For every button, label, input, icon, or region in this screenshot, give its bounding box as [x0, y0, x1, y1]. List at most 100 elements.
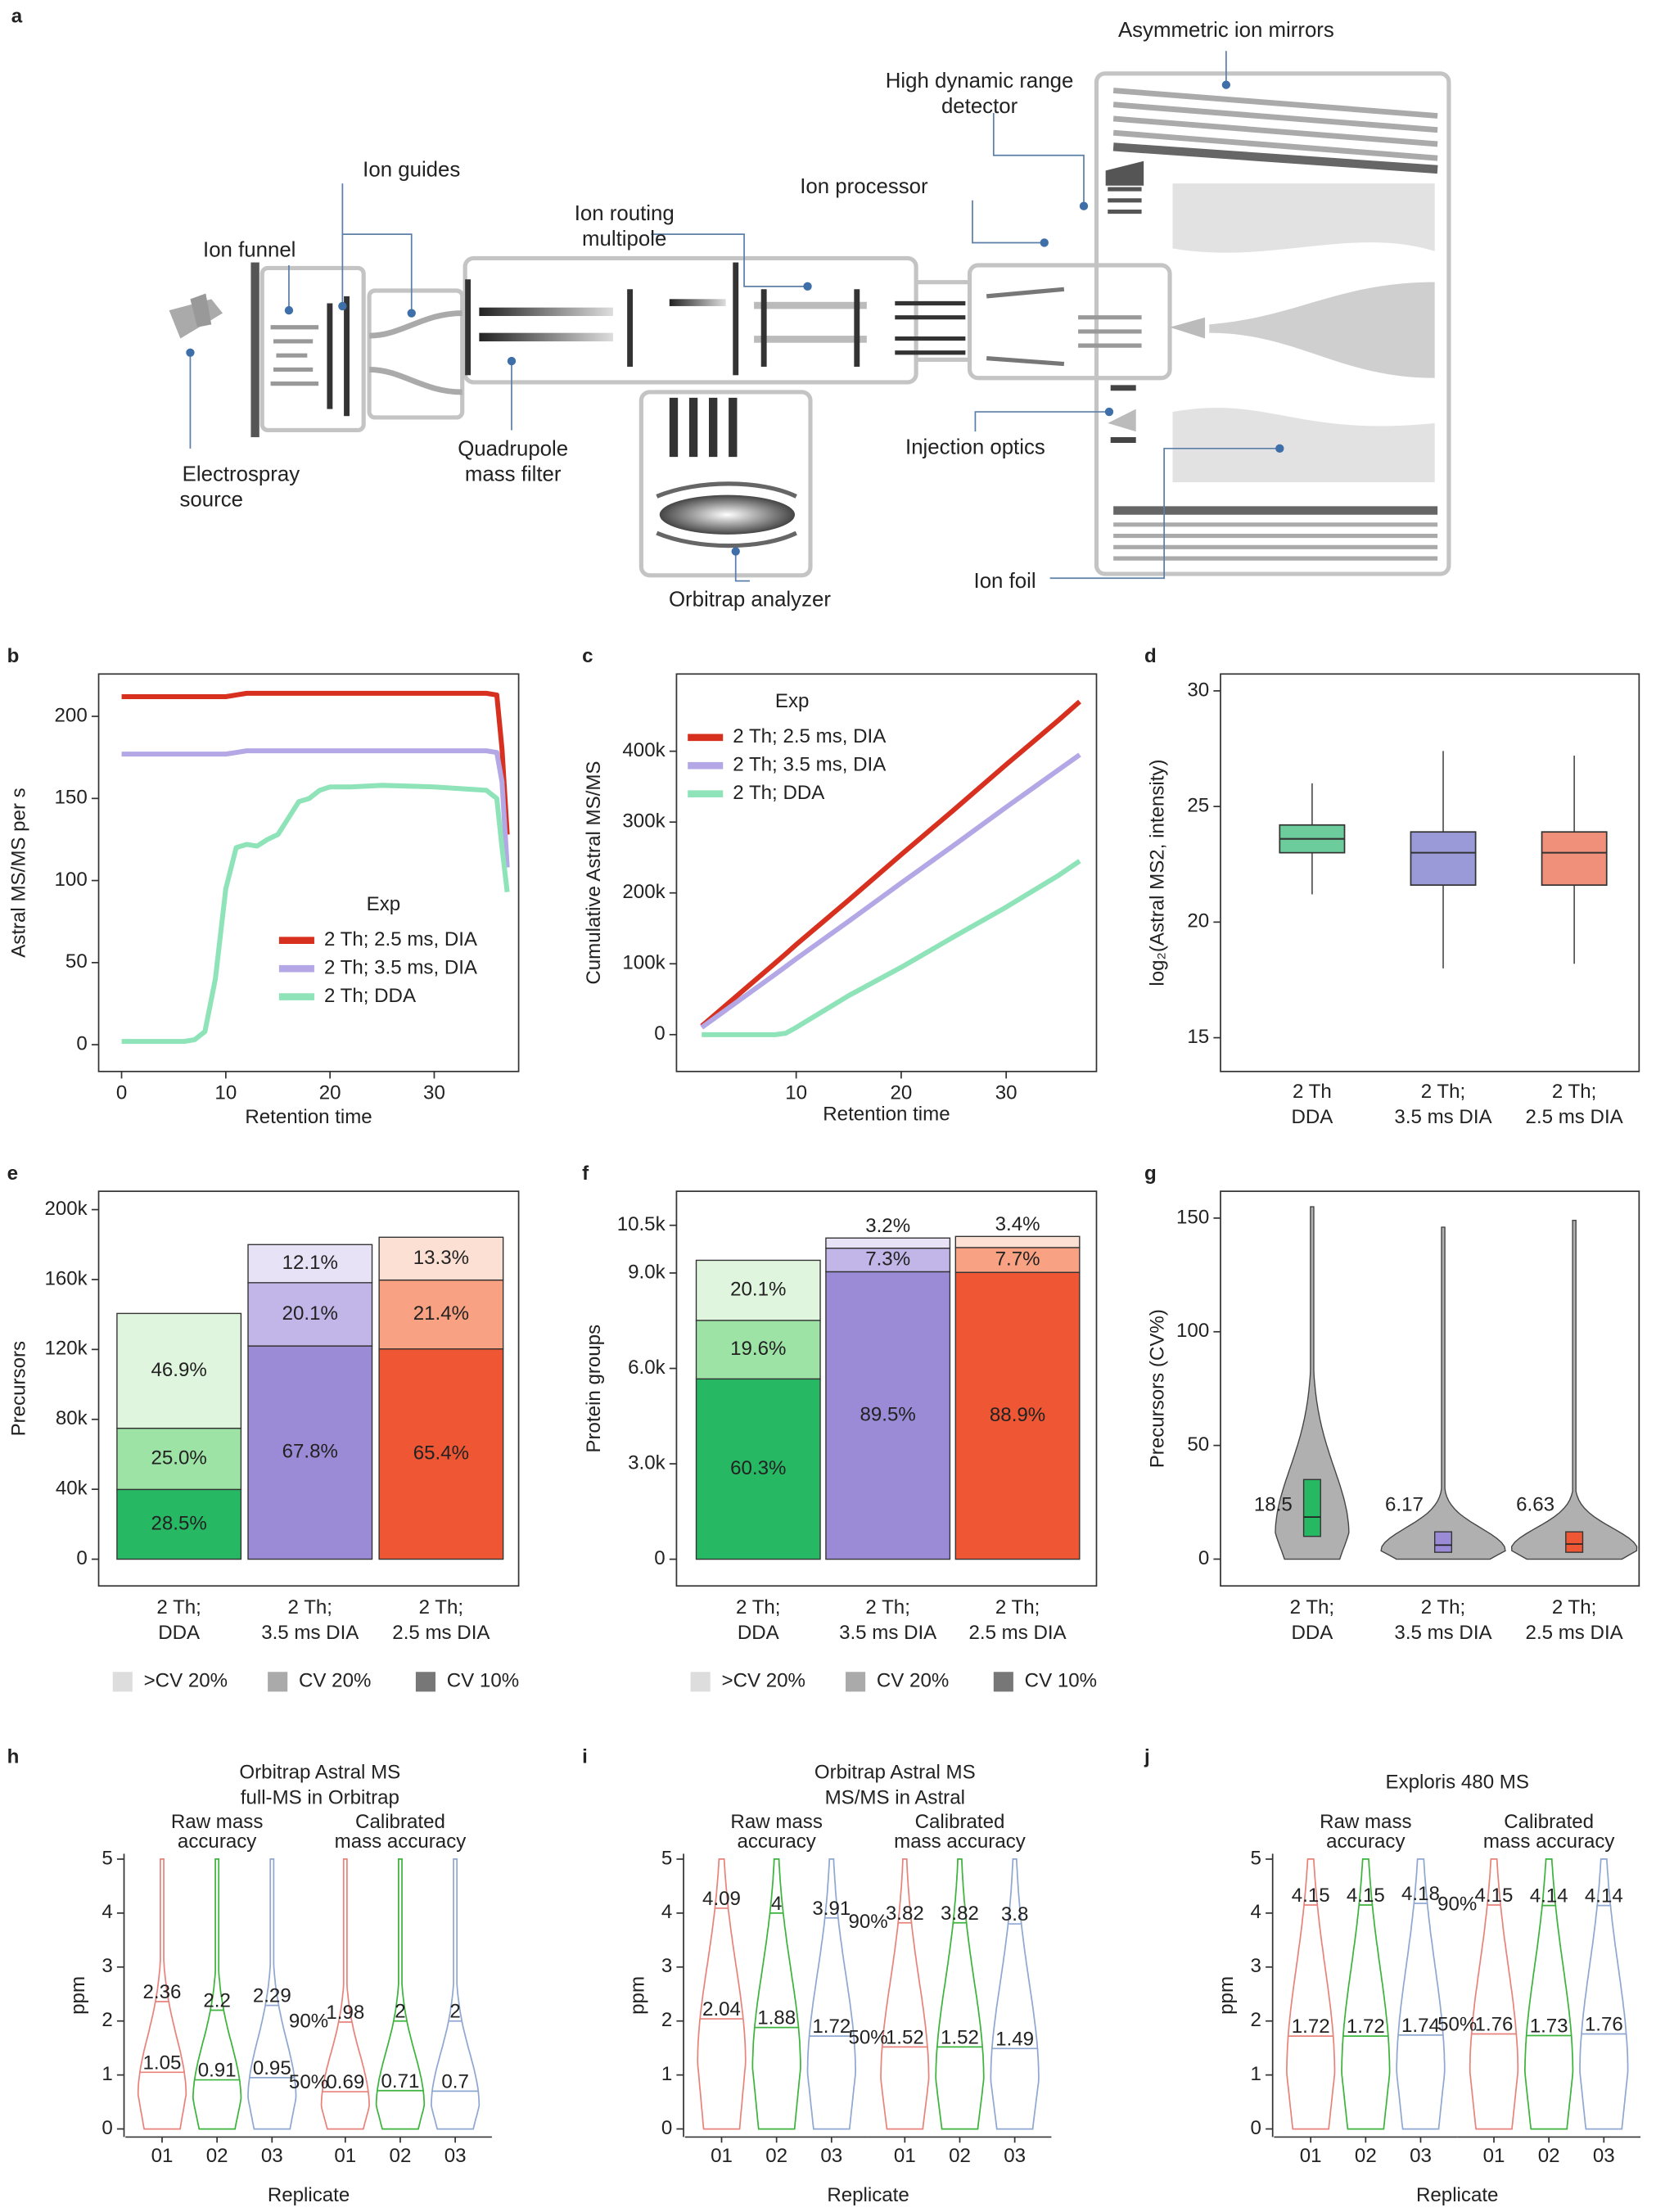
dot	[1221, 80, 1231, 89]
percentile-label: 1.98	[326, 2002, 364, 2024]
y-tick-label: 0	[654, 1022, 665, 1045]
y-tick-label: 0	[76, 1032, 87, 1054]
legend-title: Exp	[367, 893, 401, 915]
bar-segment	[378, 1236, 504, 1281]
percentile-label: 2	[395, 2001, 405, 2023]
label: Injection optics	[905, 436, 1045, 459]
label: detector	[941, 95, 1018, 118]
violin	[247, 1858, 297, 2130]
x-tick-label: 10	[785, 1082, 807, 1104]
panel-letter: h	[7, 1746, 20, 1768]
dot	[803, 282, 812, 291]
percentile-label: 1.76	[1475, 2014, 1514, 2036]
diagram: a	[11, 5, 1451, 612]
percentile-label: 1.88	[757, 2007, 796, 2029]
housing	[967, 263, 1172, 381]
percentile-label: 1.76	[1585, 2014, 1623, 2036]
label: mass filter	[465, 463, 562, 485]
segment-label: 88.9%	[990, 1404, 1045, 1426]
ion-processor	[895, 300, 966, 355]
violin	[1275, 1206, 1350, 1560]
chart-title: MS/MS in Astral	[825, 1787, 965, 1809]
percentile-label: 0.71	[381, 2070, 420, 2092]
x-tick-label: 02	[949, 2145, 971, 2167]
x-axis-label: Retention time	[245, 1106, 372, 1128]
legend-label: 2 Th; DDA	[324, 985, 417, 1007]
y-tick-label: 4	[102, 1901, 112, 1923]
violin	[1380, 1226, 1506, 1560]
plot-frame	[675, 673, 1098, 1072]
legend-label: CV 10%	[1025, 1670, 1097, 1692]
y-tick-label: 40k	[56, 1478, 88, 1500]
label: Ion processor	[800, 175, 928, 198]
x-tick-label: 01	[151, 2145, 174, 2167]
bar-segment	[825, 1271, 951, 1560]
percentile-label: 1.05	[143, 2052, 182, 2074]
chart-title: Exploris 480 MS	[1386, 1772, 1529, 1794]
x-tick-label: 2 Th;	[1421, 1081, 1465, 1103]
bar-segment	[954, 1247, 1081, 1273]
x-tick-label: 2 Th;	[288, 1596, 332, 1618]
x-tick-label: 02	[206, 2145, 228, 2167]
y-tick-label: 80k	[56, 1407, 88, 1429]
lens	[627, 289, 634, 367]
y-tick-label: 50	[1187, 1433, 1209, 1456]
quadrupole-rod	[479, 332, 613, 341]
violin	[430, 1858, 481, 2130]
x-tick-label: 03	[1593, 2145, 1615, 2167]
x-tick-label: DDA	[1291, 1106, 1333, 1128]
label: source	[180, 488, 243, 511]
legend-swatch	[415, 1672, 436, 1692]
annotation: 50%	[1437, 2014, 1477, 2036]
bar-segment	[378, 1279, 504, 1350]
violin	[1524, 1858, 1574, 2130]
y-axis-label: ppm	[67, 1976, 89, 2015]
percentile-label: 4.15	[1347, 1885, 1385, 1907]
y-tick-label: 5	[661, 1847, 672, 1869]
y-tick-label: 0	[654, 1547, 665, 1569]
segment-label: 89.5%	[860, 1403, 916, 1425]
rod	[669, 299, 726, 306]
ion-processor	[986, 287, 1065, 367]
legend-title: Exp	[775, 690, 810, 712]
box	[1410, 831, 1477, 887]
ion-path	[1209, 282, 1435, 378]
x-tick-label: 30	[995, 1082, 1018, 1104]
electrospray	[190, 293, 212, 327]
group-label: Calibrated	[915, 1811, 1005, 1833]
x-tick-label: 02	[1355, 2145, 1377, 2167]
dot	[407, 309, 416, 318]
median-label: 18.5	[1254, 1493, 1293, 1515]
violin	[990, 1858, 1040, 2130]
x-tick-label: 3.5 ms DIA	[1394, 1622, 1492, 1644]
x-tick-label: 2 Th;	[865, 1596, 909, 1618]
group-label: Calibrated	[355, 1811, 445, 1833]
group-label: Raw mass	[1320, 1811, 1411, 1833]
group-label: mass accuracy	[894, 1831, 1026, 1853]
dot	[1079, 201, 1089, 210]
segment-label: 7.7%	[995, 1248, 1040, 1270]
y-tick-label: 20	[1187, 910, 1209, 932]
percentile-label: 2.2	[203, 1990, 231, 2012]
legend-swatch	[112, 1672, 133, 1692]
y-tick-label: 30	[1187, 679, 1209, 701]
segment-label: 60.3%	[730, 1457, 786, 1479]
group-label: mass accuracy	[335, 1831, 467, 1853]
percentile-label: 4.14	[1585, 1885, 1623, 1907]
group-label: Raw mass	[730, 1811, 822, 1833]
y-tick-label: 150	[1176, 1206, 1209, 1228]
dot	[1104, 407, 1114, 417]
violin	[320, 1858, 370, 2130]
plot-frame	[675, 1190, 1098, 1587]
legend-label: CV 20%	[299, 1670, 371, 1692]
y-tick-label: 0	[76, 1547, 87, 1569]
y-axis-label: ppm	[1216, 1976, 1238, 2015]
funnel-plate	[250, 262, 259, 438]
percentile-label: 3.82	[941, 1903, 979, 1925]
x-tick-label: 03	[444, 2145, 467, 2167]
line	[121, 783, 510, 1045]
box	[1302, 1478, 1321, 1537]
group-label: Calibrated	[1504, 1811, 1594, 1833]
x-tick-label: 2 Th;	[1552, 1081, 1596, 1103]
housing	[1094, 71, 1451, 576]
